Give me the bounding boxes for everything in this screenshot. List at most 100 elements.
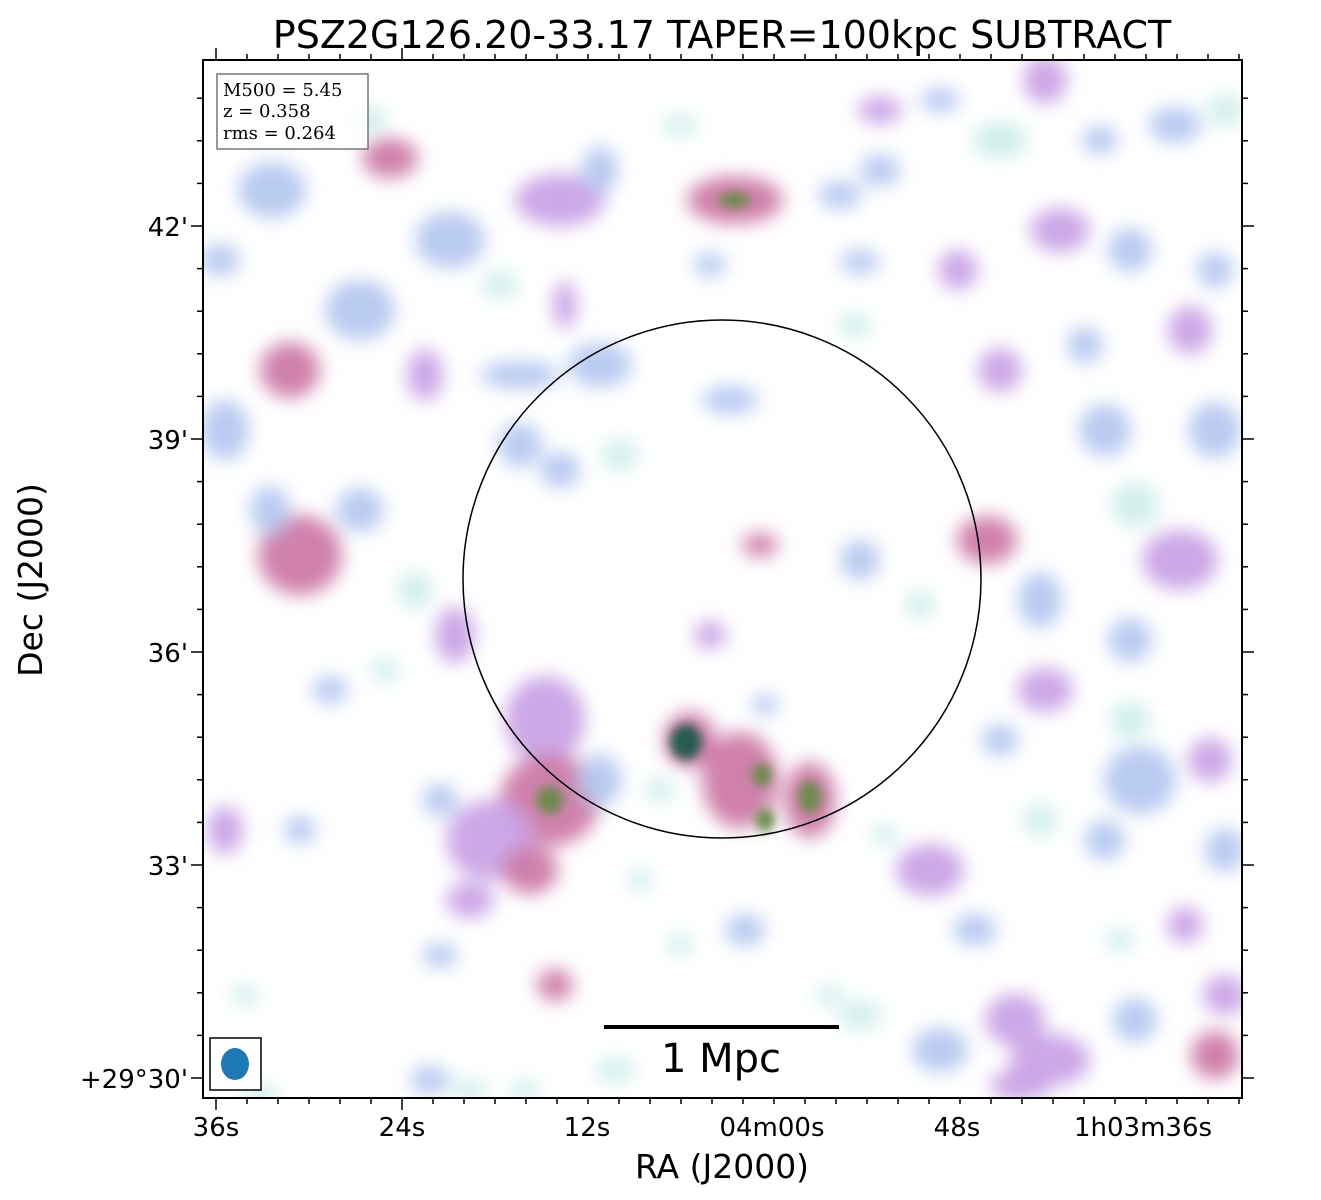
- emission-blob: [646, 778, 674, 802]
- emission-blob: [725, 914, 765, 946]
- emission-blob: [1191, 1031, 1239, 1079]
- emission-blob: [1197, 252, 1233, 288]
- emission-blob: [1205, 828, 1242, 872]
- info-redshift: z = 0.358: [223, 101, 311, 122]
- dec-tick-label: 36': [148, 639, 188, 669]
- emission-blob: [336, 488, 384, 532]
- emission-blob: [1203, 975, 1242, 1015]
- emission-blob: [871, 825, 899, 845]
- emission-blob: [502, 846, 558, 894]
- emission-blob: [670, 724, 702, 760]
- emission-blob: [858, 96, 902, 124]
- ra-tick-label: 04m00s: [719, 1113, 824, 1143]
- emission-blob: [540, 452, 580, 488]
- emission-blob: [1022, 804, 1058, 836]
- emission-blob: [751, 695, 779, 715]
- emission-blob: [694, 621, 726, 649]
- emission-blob: [582, 146, 618, 194]
- plot-frame: [202, 59, 1243, 1099]
- emission-blob: [938, 250, 978, 290]
- emission-blob: [1142, 530, 1218, 590]
- emission-blob: [515, 174, 605, 226]
- info-box: M500 = 5.45 z = 0.358 rms = 0.264: [216, 73, 369, 150]
- ra-tick-label: 1h03m36s: [1074, 1113, 1212, 1143]
- emission-blob: [207, 806, 243, 854]
- axis-ticks: [191, 48, 1254, 1110]
- emission-blob: [602, 439, 638, 471]
- r500-circle: [462, 319, 982, 839]
- figure-title: PSZ2G126.20-33.17 TAPER=100kpc SUBTRACT: [273, 13, 1172, 57]
- emission-blob: [702, 732, 778, 828]
- emission-blob: [568, 343, 632, 387]
- emission-blob: [818, 181, 862, 209]
- emission-blob: [1108, 228, 1152, 272]
- emission-blob: [1149, 107, 1201, 143]
- ra-tick-label: 12s: [564, 1113, 611, 1143]
- emission-blob: [250, 486, 290, 534]
- emission-blob: [985, 994, 1045, 1046]
- dec-tick-label: +29°30': [80, 1065, 188, 1095]
- emission-blob: [260, 342, 320, 398]
- emission-blob: [509, 1080, 541, 1098]
- ra-tick-label: 36s: [193, 1113, 240, 1143]
- emission-blob: [1113, 998, 1157, 1042]
- emission-blob: [397, 572, 433, 608]
- emission-blob: [626, 870, 654, 890]
- emission-blob: [1018, 572, 1062, 628]
- emission-blob: [362, 138, 418, 178]
- emission-blob: [536, 786, 564, 814]
- beam-ellipse: [221, 1048, 249, 1080]
- emission-blob: [284, 816, 316, 844]
- emission-blob: [978, 348, 1022, 392]
- emission-blob: [537, 969, 573, 1001]
- emission-blob: [325, 280, 395, 340]
- emission-blob: [840, 250, 880, 274]
- emission-blob: [422, 784, 458, 816]
- emission-blob: [578, 754, 622, 806]
- emission-blob: [752, 763, 772, 787]
- emission-blob: [422, 943, 458, 967]
- emission-blob: [1168, 306, 1212, 354]
- beam-box: [209, 1037, 262, 1091]
- emission-blob: [1207, 94, 1242, 126]
- emission-blob: [896, 844, 964, 896]
- emission-blob: [553, 281, 577, 329]
- emission-blob: [498, 423, 542, 467]
- ra-tick-label: 24s: [379, 1113, 426, 1143]
- scale-bar: 1 Mpc: [604, 1025, 839, 1082]
- emission-blob: [816, 985, 844, 1005]
- emission-blob: [505, 676, 585, 764]
- emission-blob: [990, 1069, 1050, 1098]
- emission-blob: [839, 313, 871, 337]
- emission-blob: [480, 361, 560, 389]
- info-rms: rms = 0.264: [223, 123, 336, 144]
- emission-blob: [1079, 404, 1131, 456]
- emission-blob: [1104, 746, 1176, 814]
- emission-blob: [371, 658, 399, 682]
- emission-blob: [666, 935, 694, 955]
- emission-blob: [982, 724, 1018, 756]
- emission-blob: [694, 253, 726, 277]
- x-axis-label: RA (J2000): [635, 1147, 809, 1186]
- emission-blob: [1030, 208, 1090, 252]
- emission-blob: [1023, 60, 1067, 104]
- emission-blob: [755, 808, 775, 832]
- y-axis-label: Dec (J2000): [11, 483, 50, 677]
- scale-bar-label: 1 Mpc: [661, 1036, 781, 1082]
- dec-tick-label: 39': [148, 426, 188, 456]
- emission-blob: [410, 1066, 450, 1094]
- emission-blob: [662, 115, 698, 135]
- emission-blob: [719, 192, 751, 208]
- info-mass: M500 = 5.45: [223, 80, 342, 101]
- emission-blob: [957, 516, 1017, 564]
- emission-blob: [231, 985, 259, 1005]
- emission-blob: [1167, 907, 1203, 943]
- emission-blob: [203, 244, 240, 276]
- ra-tick-label: 48s: [934, 1113, 981, 1143]
- emission-blob: [798, 781, 822, 813]
- emission-blob: [1106, 928, 1134, 952]
- dec-tick-label: 42': [148, 213, 188, 243]
- emission-blob: [972, 122, 1028, 158]
- emission-blob: [407, 349, 443, 401]
